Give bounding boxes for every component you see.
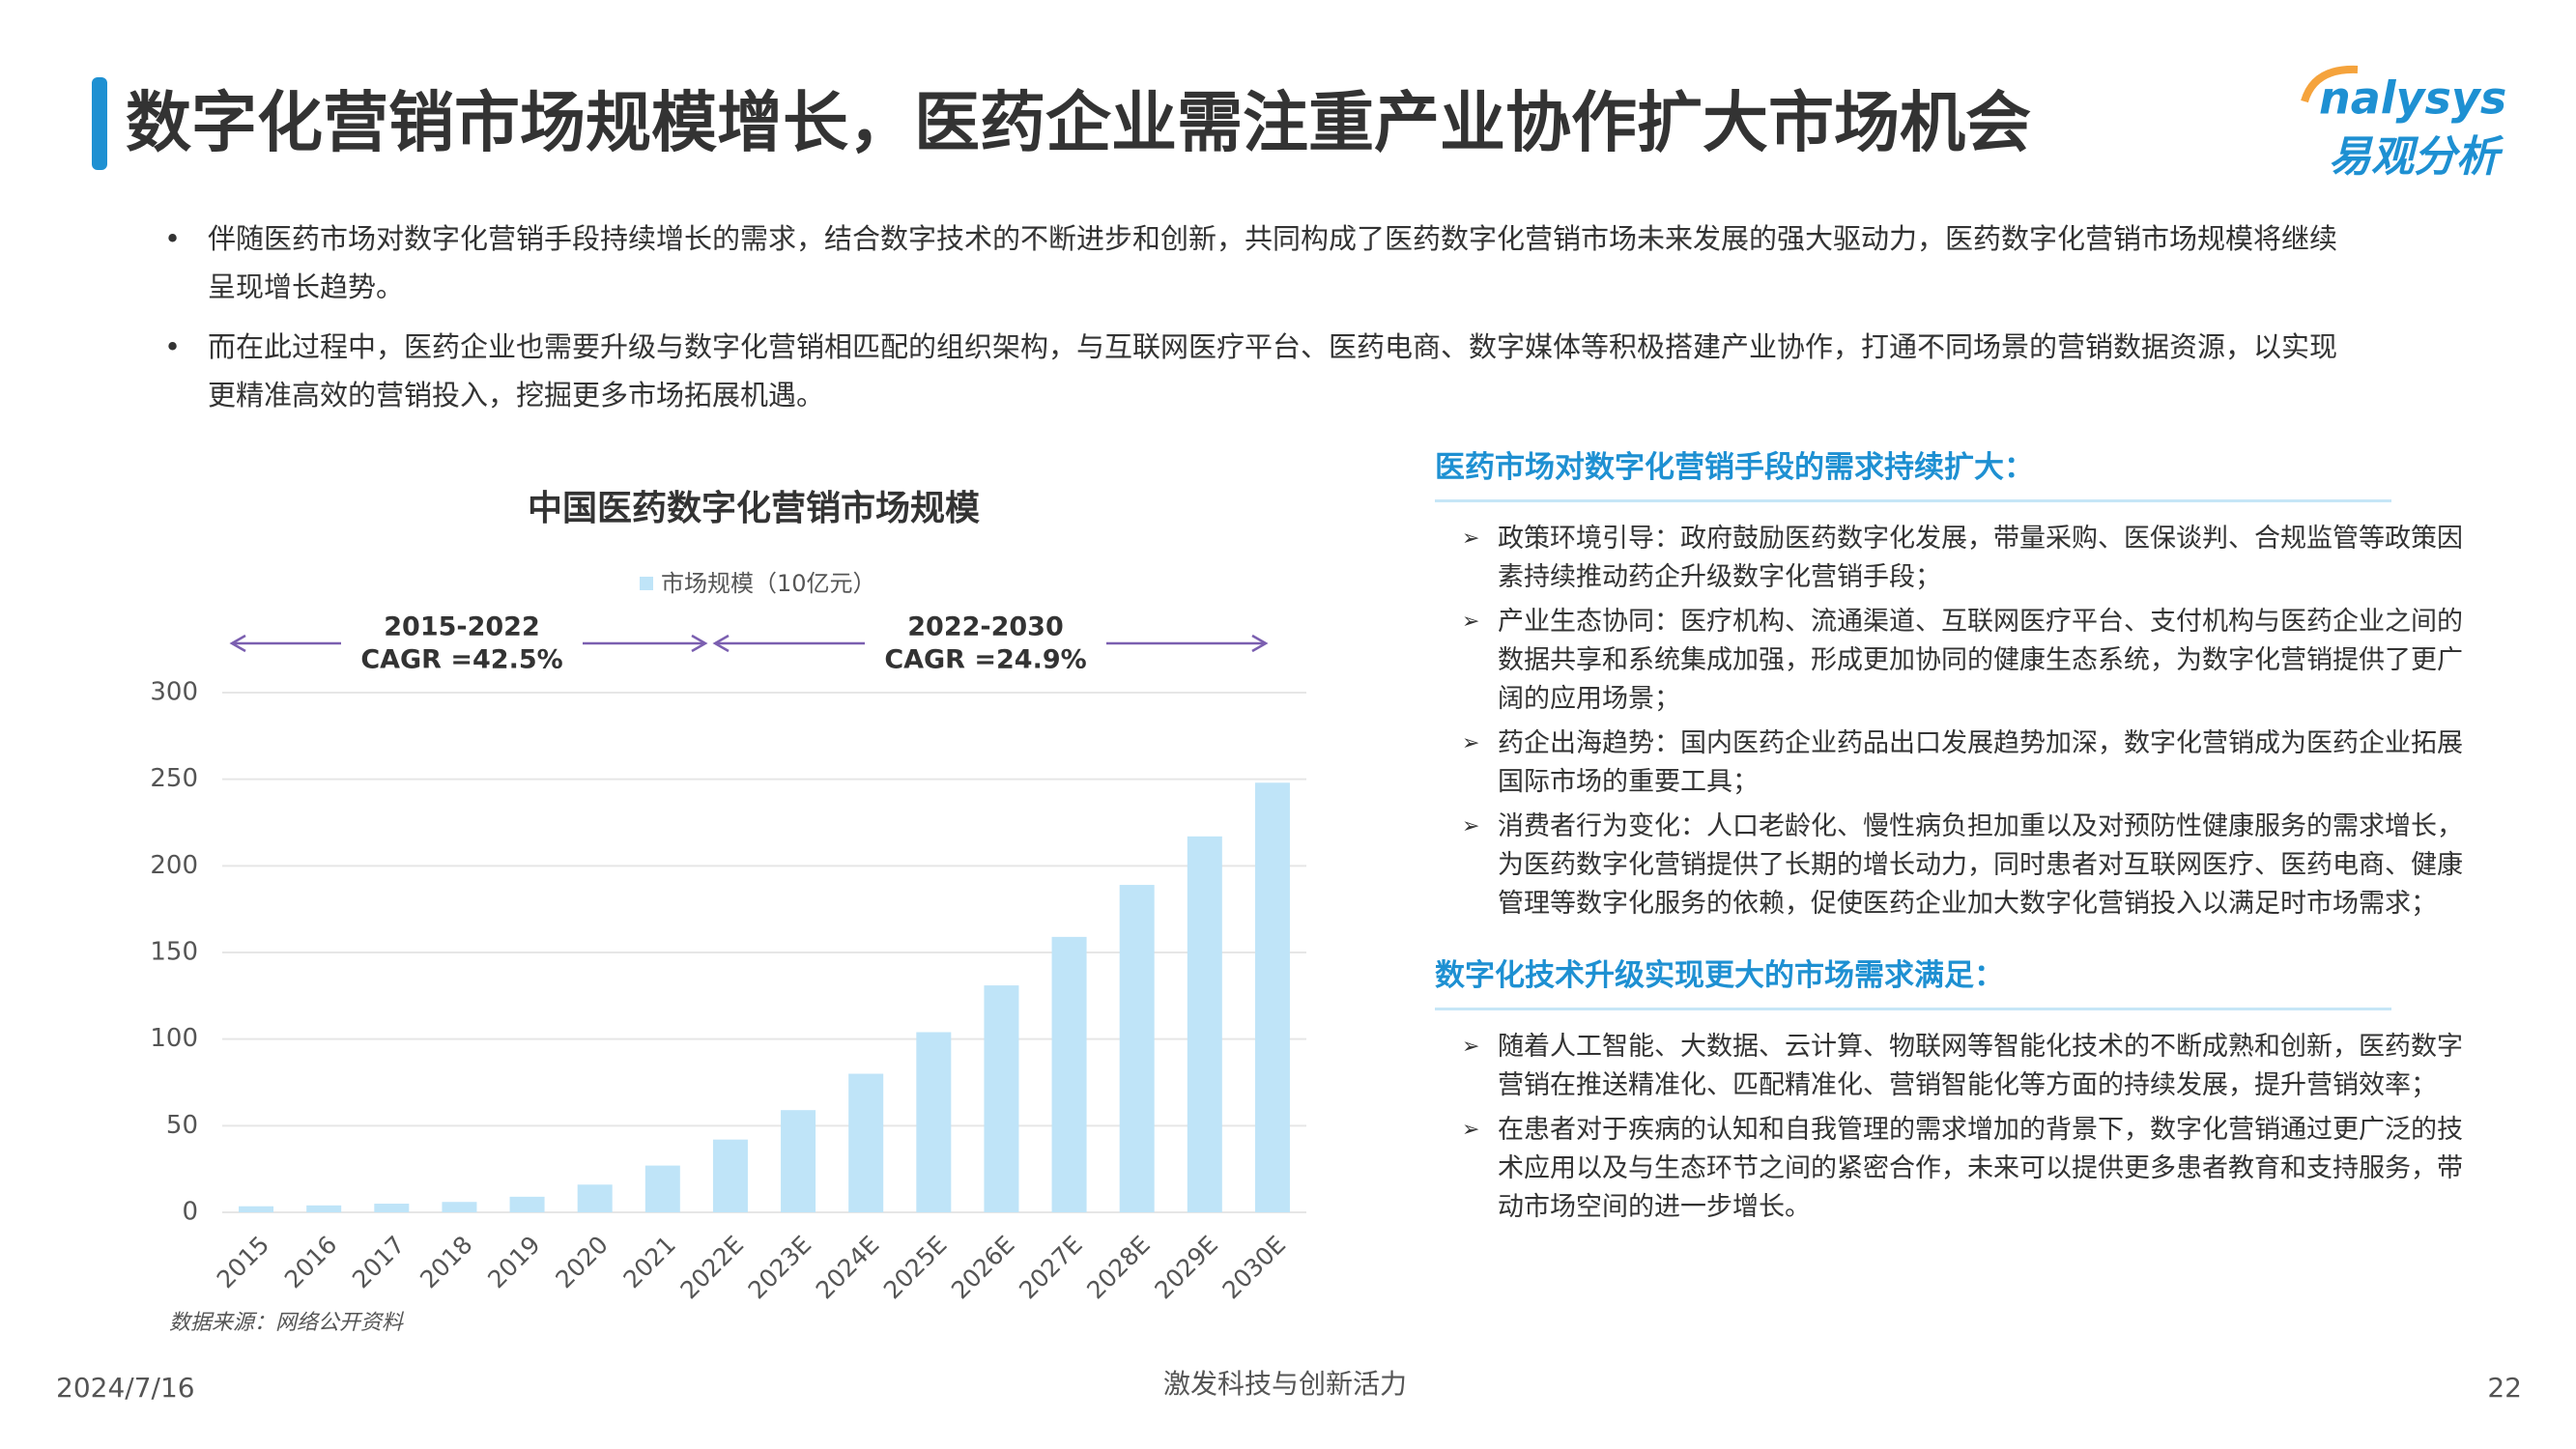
bar (1119, 885, 1155, 1212)
chart-title: 中国医药数字化营销市场规模 (528, 489, 980, 528)
section-item: 在患者对于疾病的认知和自我管理的需求增加的背景下，数字化营销通过更广泛的技术应用… (1435, 1111, 2469, 1227)
arrow-head (229, 634, 246, 653)
bar (442, 1202, 477, 1212)
section-heading: 数字化技术升级实现更大的市场需求满足： (1435, 951, 2391, 1010)
x-tick-label: 2023E (743, 1231, 817, 1305)
y-tick-label: 0 (182, 1198, 198, 1227)
arrow-head (712, 634, 730, 653)
x-tick-label: 2015 (212, 1231, 274, 1293)
x-tick-label: 2026E (946, 1231, 1020, 1305)
y-tick-label: 50 (166, 1111, 198, 1140)
bar (848, 1073, 884, 1212)
x-tick-label: 2021 (618, 1231, 681, 1293)
footer-date: 2024/7/16 (56, 1372, 195, 1404)
logo-arc (2301, 65, 2359, 103)
x-tick-label: 2020 (550, 1231, 613, 1293)
section-item: 政策环境引导：政府鼓励医药数字化发展，带量采购、医保谈判、合规监管等政策因素持续… (1435, 520, 2469, 597)
x-tick-label: 2030E (1216, 1231, 1291, 1305)
footer-slogan: 激发科技与创新活力 (1163, 1368, 1407, 1400)
bar (781, 1110, 816, 1212)
page-number: 22 (2487, 1372, 2522, 1404)
bar (916, 1032, 952, 1212)
logo-sub: 易观分析 (2329, 132, 2504, 182)
bar (1187, 836, 1222, 1212)
x-tick-label: 2017 (347, 1231, 410, 1293)
x-tick-label: 2029E (1149, 1231, 1223, 1305)
title-bar (92, 77, 107, 170)
y-tick-label: 150 (150, 938, 198, 967)
bar (984, 985, 1019, 1212)
y-tick-label: 250 (150, 764, 198, 793)
bullet: 而在此过程中，医药企业也需要升级与数字化营销相匹配的组织架构，与互联网医疗平台、… (164, 323, 2358, 419)
x-tick-label: 2025E (878, 1231, 953, 1305)
annotation-period: 2015-2022 (384, 612, 540, 642)
y-tick-label: 300 (150, 678, 198, 707)
x-tick-label: 2022E (674, 1231, 749, 1305)
bar (509, 1196, 545, 1212)
section: 数字化技术升级实现更大的市场需求满足： 随着人工智能、大数据、云计算、物联网等智能… (1435, 951, 2469, 1227)
x-tick-label: 2027E (1014, 1231, 1088, 1305)
logo: nalysys (2319, 72, 2506, 125)
page-title: 数字化营销市场规模增长，医药企业需注重产业协作扩大市场机会 (126, 86, 2031, 162)
arrow-head (691, 634, 708, 653)
bar (644, 1165, 680, 1212)
x-tick-label: 2024E (811, 1231, 885, 1305)
bar (712, 1139, 748, 1212)
bar (306, 1205, 342, 1212)
annotation-label: CAGR =42.5% (360, 645, 562, 675)
x-tick-label: 2028E (1081, 1231, 1156, 1305)
section-item: 随着人工智能、大数据、云计算、物联网等智能化技术的不断成熟和创新，医药数字营销在… (1435, 1028, 2469, 1105)
legend-swatch (640, 577, 653, 590)
annotation-period: 2022-2030 (907, 612, 1064, 642)
section-item: 消费者行为变化：人口老龄化、慢性病负担加重以及对预防性健康服务的需求增长，为医药… (1435, 808, 2469, 923)
bullet: 伴随医药市场对数字化营销手段持续增长的需求，结合数字技术的不断进步和创新，共同构… (164, 214, 2358, 311)
bar (374, 1204, 410, 1212)
section-item: 药企出海趋势：国内医药企业药品出口发展趋势加深，数字化营销成为医药企业拓展国际市… (1435, 724, 2469, 802)
bar (1254, 782, 1290, 1212)
annotation-label: CAGR =24.9% (884, 645, 1086, 675)
bar (1051, 936, 1087, 1212)
arrow-head (1251, 634, 1269, 653)
section-heading: 医药市场对数字化营销手段的需求持续扩大： (1435, 442, 2391, 502)
y-tick-label: 100 (150, 1024, 198, 1053)
section: 医药市场对数字化营销手段的需求持续扩大： 政策环境引导：政府鼓励医药数字化发展，带… (1435, 442, 2469, 923)
source: 数据来源：网络公开资料 (169, 1311, 405, 1335)
x-tick-label: 2018 (415, 1231, 477, 1293)
right-panel: 医药市场对数字化营销手段的需求持续扩大： 政策环境引导：政府鼓励医药数字化发展，带… (1435, 442, 2469, 1254)
bullets: 伴随医药市场对数字化营销手段持续增长的需求，结合数字技术的不断进步和创新，共同构… (164, 214, 2358, 431)
x-tick-label: 2019 (482, 1231, 545, 1293)
section-item: 产业生态协同：医疗机构、流通渠道、互联网医疗平台、支付机构与医药企业之间的数据共… (1435, 603, 2469, 719)
bar (239, 1206, 274, 1212)
bar (577, 1184, 613, 1212)
legend-label: 市场规模（10亿元） (661, 570, 876, 597)
y-tick-label: 200 (150, 851, 198, 880)
x-tick-label: 2016 (279, 1231, 342, 1293)
